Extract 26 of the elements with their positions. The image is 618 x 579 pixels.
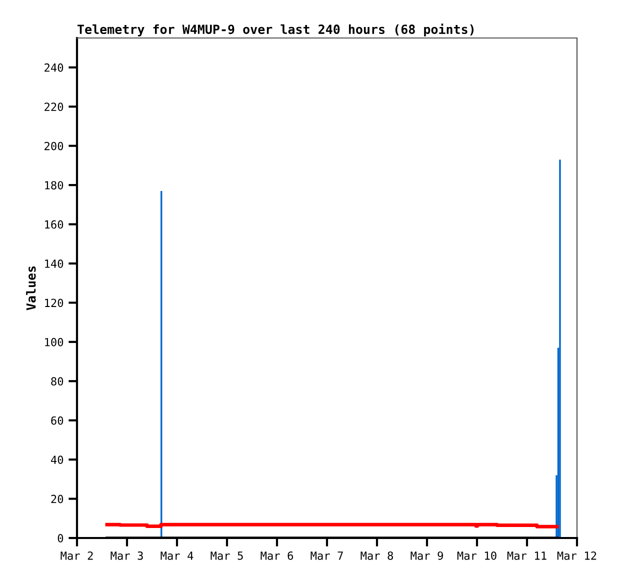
x-tick-label: Mar 5 (210, 552, 243, 560)
x-tick-label: Mar 2 (60, 551, 93, 560)
x-tick-label: Mar 3 (110, 551, 143, 560)
y-tick-label: 20 (51, 494, 64, 504)
x-tick-label: Mar 9 (410, 551, 443, 560)
y-tick-label: 160 (45, 220, 64, 229)
x-tick-label: Mar 7 (310, 552, 343, 560)
y-tick-label: 220 (44, 102, 64, 112)
x-tick-label: Mar 4 (160, 552, 194, 560)
x-tick-label: Mar 6 (260, 551, 294, 560)
y-tick-label: 80 (51, 377, 64, 386)
y-tick-label: 100 (45, 338, 64, 346)
y-tick-label: 0 (58, 534, 64, 542)
x-tick-label: Mar 10 (457, 551, 496, 560)
y-tick-label: 240 (44, 63, 64, 72)
x-tick-label: Mar 8 (360, 551, 394, 560)
y-tick-label: 60 (51, 416, 64, 425)
x-tick-label: Mar 12 (557, 551, 596, 560)
y-axis-title: Values (26, 266, 36, 310)
y-tick-label: 200 (44, 142, 64, 150)
chart-title: Telemetry for W4MUP-9 over last 240 hours (68 points) (78, 24, 474, 36)
y-tick-label: 40 (50, 456, 64, 464)
x-tick-label: Mar 11 (507, 552, 546, 560)
y-tick-label: 180 (45, 181, 64, 190)
y-tick-label: 120 (45, 298, 64, 308)
y-tick-label: 140 (45, 259, 64, 268)
